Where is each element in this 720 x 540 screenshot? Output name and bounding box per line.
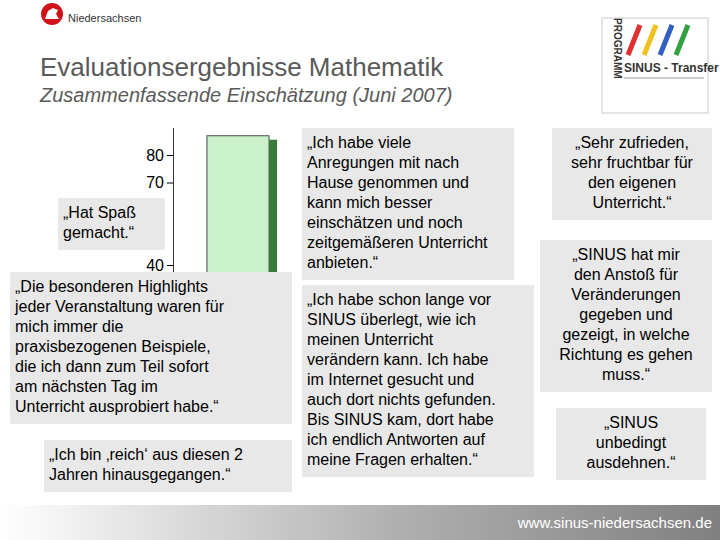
quote-line: meine Fragen erhalten.“ <box>307 451 478 468</box>
quote: „Ich bin ‚reich‘ aus diesen 2 Jahren hina… <box>44 440 292 492</box>
logo-name: SINUS - Transfer <box>624 61 719 75</box>
quote-box <box>552 128 712 220</box>
quote-line: praxisbezogenen Beispiele, <box>15 338 211 355</box>
subtitle: Zusammenfassende Einschätzung (Juni 2007… <box>39 84 452 106</box>
quote-line: auch dort nichts gefunden. <box>307 391 496 408</box>
tick: 80 <box>146 147 173 164</box>
quote-box <box>58 198 165 250</box>
tick-mark <box>167 183 173 184</box>
quote-line: Anregungen mit nach <box>307 154 459 171</box>
quote-line: „Sehr zufrieden, <box>575 134 689 151</box>
tick-label: 70 <box>146 174 164 191</box>
quote-line: gezeigt, in welche <box>562 326 689 343</box>
quote: „SINUS unbedingt ausdehnen.“ <box>556 408 706 480</box>
logo-circle <box>41 3 63 25</box>
quote-line: den Anstoß für <box>574 266 679 283</box>
quote-line: gemacht.“ <box>63 224 134 241</box>
footer-band <box>0 505 720 540</box>
quote-line: „Ich bin ‚reich‘ aus diesen 2 <box>49 446 243 463</box>
quote-line: „Die besonderen Highlights <box>15 278 208 295</box>
quote-line: mich immer die <box>15 318 124 335</box>
logo-pencil <box>676 25 688 55</box>
slide: Niedersachsen Evaluationsergebnisse Mathe… <box>0 0 720 540</box>
quote-line: Unterricht ausprobiert habe.“ <box>15 398 219 415</box>
quote: „Hat Spaß gemacht.“ <box>58 198 165 250</box>
quote-line: verändern kann. Ich habe <box>307 351 489 368</box>
quote-line: den eigenen <box>588 174 676 191</box>
quote-line: „Ich habe schon lange vor <box>307 291 492 308</box>
quote-box <box>44 440 292 492</box>
tick-label: 80 <box>146 147 164 164</box>
quote-line: „SINUS <box>604 414 658 431</box>
quote: „Ich habe viele Anregungen mit nach Hause … <box>302 128 514 280</box>
sinus-logo: PROGRAMMSINUS - Transfer <box>602 18 719 113</box>
quote-line: „Ich habe viele <box>307 134 411 151</box>
quote-line: am nächsten Tag im <box>15 378 158 395</box>
footer-url: www.sinus-niedersachsen.de <box>517 514 712 531</box>
quote-line: kann mich besser <box>307 194 433 211</box>
tick-mark <box>167 155 173 156</box>
quote: „Ich habe schon lange vor SINUS überlegt,… <box>302 285 534 477</box>
quote-line: unbedingt <box>596 434 667 451</box>
region: Niedersachsen <box>68 12 141 24</box>
logo-rule <box>624 78 704 79</box>
quote-box <box>556 408 706 480</box>
quote-box <box>302 285 534 477</box>
quote: „Sehr zufrieden, sehr fruchtbar für den ei… <box>552 128 712 220</box>
quote-line: sehr fruchtbar für <box>571 154 694 171</box>
logo-horse <box>45 8 59 19</box>
quote-line: Unterricht.“ <box>592 194 671 211</box>
quote: „SINUS hat mir den Anstoß für Veränderunge… <box>540 240 712 392</box>
tick: 70 <box>146 174 173 191</box>
quote-line: gegeben und <box>579 306 672 323</box>
logo-pencil <box>644 25 656 55</box>
quote-line: „Hat Spaß <box>63 204 136 221</box>
quote-line: einschätzen und noch <box>307 214 463 231</box>
quote-box <box>10 272 292 424</box>
quote-box <box>540 240 712 392</box>
tick: 40 <box>146 257 173 274</box>
quote-line: Richtung es gehen <box>559 346 692 363</box>
tick-label: 40 <box>146 257 164 274</box>
title: Evaluationsergebnisse Mathematik <box>40 52 444 82</box>
quote-line: „SINUS hat mir <box>572 246 680 263</box>
quote-line: anbieten.“ <box>307 254 378 271</box>
quote-line: Bis SINUS kam, dort habe <box>307 411 494 428</box>
quote-line: Jahren hinausgegangen.“ <box>49 466 230 483</box>
quote-line: muss.“ <box>602 366 650 383</box>
quote-line: Hause genommen und <box>307 174 469 191</box>
logo-pencil <box>628 25 640 55</box>
quote: „Die besonderen Highlights jeder Veransta… <box>10 272 292 424</box>
quote-line: ich endlich Antworten auf <box>307 431 485 448</box>
quote-line: im Internet gesucht und <box>307 371 474 388</box>
logo-program: PROGRAMM <box>612 18 623 79</box>
quote-line: SINUS überlegt, wie ich <box>307 311 476 328</box>
quote-line: die ich dann zum Teil sofort <box>15 358 209 375</box>
tick-mark <box>167 265 173 266</box>
quote-line: zeitgemäßeren Unterricht <box>307 234 488 251</box>
quote-line: jeder Veranstaltung waren für <box>14 298 225 315</box>
quote-box <box>302 128 514 280</box>
logo-pencil <box>660 25 672 55</box>
quote-line: meinen Unterricht <box>307 331 434 348</box>
quote-line: ausdehnen.“ <box>587 454 676 471</box>
quote-line: Veränderungen <box>571 286 680 303</box>
